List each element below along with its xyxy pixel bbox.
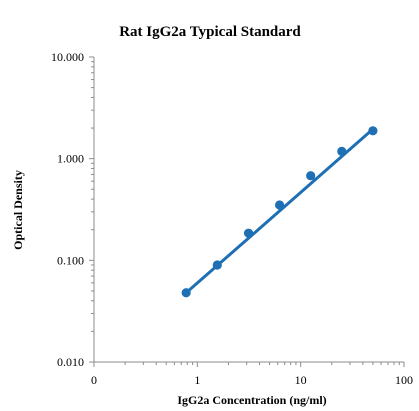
- data-point: [306, 171, 316, 181]
- y-tick-label: 0.010: [57, 355, 84, 369]
- y-tick-label: 10.000: [51, 50, 84, 64]
- y-tick-label: 1.000: [57, 152, 84, 166]
- plot-area: [181, 126, 378, 298]
- y-tick-label: 0.100: [57, 253, 84, 267]
- data-point: [243, 228, 254, 238]
- data-point: [274, 200, 285, 210]
- y-axis: 0.010 0.100 1.000 10.000: [51, 50, 95, 369]
- x-axis-label: IgG2a Concentration (ng/ml): [177, 393, 326, 407]
- data-point: [337, 146, 347, 156]
- y-axis-label: Optical Density: [11, 170, 25, 250]
- x-axis: 0 1 10 100: [91, 361, 413, 387]
- x-tick-label: 0: [91, 373, 97, 387]
- data-point: [212, 260, 222, 270]
- data-point: [181, 288, 191, 298]
- x-tick-label: 10: [295, 373, 307, 387]
- data-point: [368, 126, 378, 136]
- x-tick-label: 1: [194, 373, 200, 387]
- x-tick-label: 100: [395, 373, 413, 387]
- chart-title: Rat IgG2a Typical Standard: [119, 24, 301, 40]
